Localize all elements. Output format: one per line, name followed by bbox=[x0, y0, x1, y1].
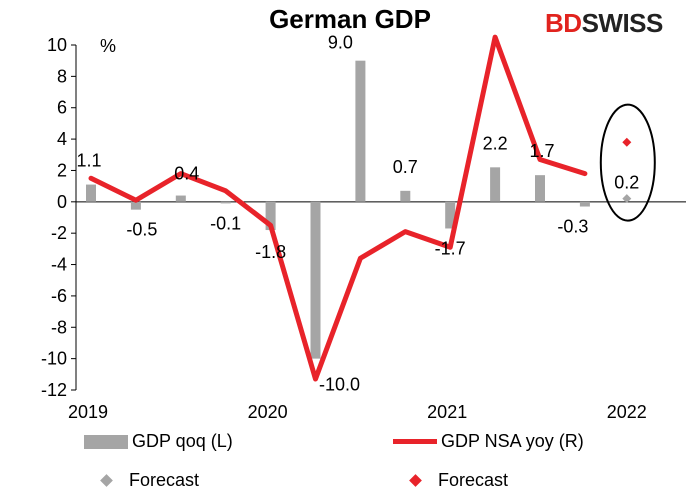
y-tick-label: 4 bbox=[57, 129, 67, 149]
y-tick-label: 10 bbox=[47, 35, 67, 55]
bar bbox=[220, 201, 231, 204]
x-tick-label: 2020 bbox=[248, 402, 288, 422]
legend-item-line: GDP NSA yoy (R) bbox=[393, 431, 584, 452]
bar-data-label: -0.3 bbox=[557, 217, 588, 237]
bar-data-label: 0.4 bbox=[174, 164, 199, 184]
forecast-marker bbox=[622, 137, 632, 147]
legend-swatch-forecast-red bbox=[409, 474, 422, 487]
bar bbox=[175, 195, 186, 202]
bar-data-label: 1.1 bbox=[76, 151, 101, 171]
bar-data-label: -10.0 bbox=[319, 375, 360, 395]
x-tick-label: 2019 bbox=[68, 402, 108, 422]
bar-data-label: -1.8 bbox=[255, 242, 286, 262]
legend-label-bar: GDP qoq (L) bbox=[132, 431, 233, 451]
y-unit-label: % bbox=[100, 36, 116, 56]
bar bbox=[310, 201, 321, 359]
chart-title: German GDP bbox=[269, 4, 431, 34]
bar bbox=[400, 190, 411, 202]
legend-label-forecast-red: Forecast bbox=[438, 470, 509, 490]
bar bbox=[535, 175, 545, 202]
y-tick-label: -8 bbox=[51, 317, 67, 337]
legend-item-bar: GDP qoq (L) bbox=[84, 431, 233, 452]
bar bbox=[355, 60, 366, 202]
bar bbox=[265, 201, 276, 231]
y-tick-label: -10 bbox=[41, 349, 67, 369]
forecast-marker bbox=[622, 194, 632, 204]
y-tick-label: -12 bbox=[41, 380, 67, 400]
y-tick-label: 2 bbox=[57, 160, 67, 180]
line-series bbox=[88, 34, 588, 382]
bar-data-label: 9.0 bbox=[328, 33, 353, 53]
bar-data-label: 0.7 bbox=[393, 157, 418, 177]
forecast-data-label: 0.2 bbox=[614, 173, 639, 193]
legend-label-forecast-grey: Forecast bbox=[129, 470, 200, 490]
x-tick-label: 2021 bbox=[427, 402, 467, 422]
bar bbox=[130, 201, 141, 210]
legend-item-forecast-grey: Forecast bbox=[84, 470, 199, 491]
legend-swatch-bar bbox=[84, 434, 128, 449]
bar-data-label: 1.7 bbox=[529, 141, 554, 161]
bar bbox=[86, 184, 96, 202]
bars bbox=[86, 60, 590, 359]
legend-item-forecast-red: Forecast bbox=[393, 470, 508, 491]
annotation bbox=[599, 103, 656, 222]
y-tick-label: -4 bbox=[51, 255, 67, 275]
legend-label-line: GDP NSA yoy (R) bbox=[441, 431, 584, 451]
bar bbox=[579, 201, 590, 207]
data-labels: 1.1 -0.5 0.4 -0.1 -1.8 -10.0 9.0 0.7 -1.7 2.2 1.7 -… bbox=[76, 33, 588, 395]
brand-logo: BDSWISS bbox=[545, 8, 663, 38]
y-tick-label: -6 bbox=[51, 286, 67, 306]
legend-swatch-forecast-grey bbox=[100, 474, 113, 487]
bar bbox=[490, 167, 501, 202]
x-tick-label: 2022 bbox=[607, 402, 647, 422]
y-tick-label: 0 bbox=[57, 192, 67, 212]
y-tick-label: -2 bbox=[51, 223, 67, 243]
bar-data-label: 2.2 bbox=[483, 133, 508, 153]
bar-data-label: -1.7 bbox=[435, 238, 466, 258]
legend-swatch-line bbox=[393, 439, 437, 444]
line-path bbox=[88, 34, 588, 382]
forecast-circle bbox=[599, 103, 656, 222]
forecast-markers: 0.2 bbox=[614, 137, 639, 204]
y-tick-label: 6 bbox=[57, 98, 67, 118]
bar bbox=[445, 201, 456, 229]
bar-data-label: -0.1 bbox=[210, 213, 241, 233]
bar-data-label: -0.5 bbox=[126, 220, 157, 240]
y-tick-label: 8 bbox=[57, 66, 67, 86]
